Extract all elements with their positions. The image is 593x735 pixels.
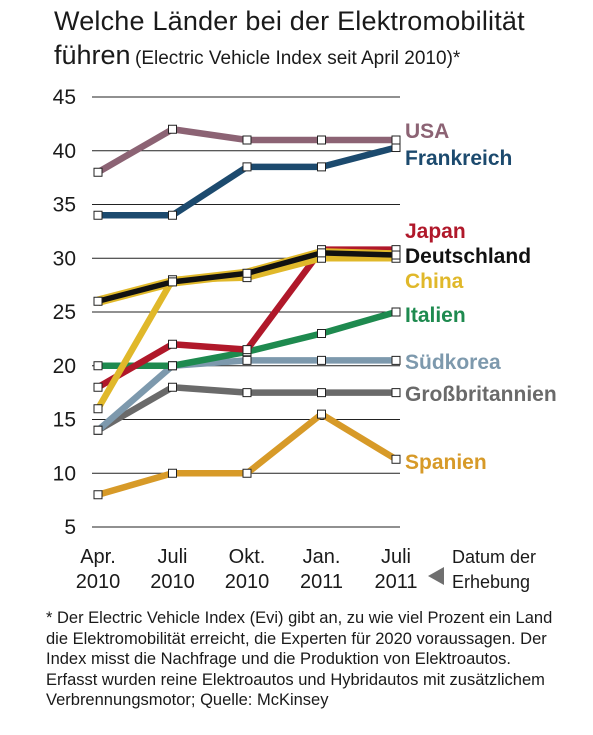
y-tick-label: 10 xyxy=(53,462,76,485)
y-tick-label: 25 xyxy=(53,301,76,324)
data-point-deutschland xyxy=(168,277,177,287)
data-point-deutschland xyxy=(391,250,401,260)
series-line-frankreich xyxy=(98,144,397,219)
x-axis-label: Erhebung xyxy=(452,572,530,592)
y-tick-label: 20 xyxy=(53,355,76,378)
data-point-italien xyxy=(391,307,401,317)
data-point-italien xyxy=(168,361,177,371)
data-point-china xyxy=(93,404,103,414)
line-chart: 5 10 15 20 25 30 35 40 45 Apr. 2010 Juli 2010 Okt. 20… xyxy=(53,86,557,593)
data-point-grossbritannien xyxy=(168,382,177,392)
data-point-suedkorea xyxy=(242,355,252,365)
axis-note-arrow-icon xyxy=(428,567,444,585)
y-tick-label: 45 xyxy=(53,86,76,109)
data-point-suedkorea xyxy=(93,425,103,435)
series-line-spanien xyxy=(97,410,398,498)
data-point-usa xyxy=(242,135,252,145)
y-tick-label: 40 xyxy=(53,140,76,163)
data-point-usa xyxy=(391,135,401,145)
x-tick-label: Juli xyxy=(157,546,187,568)
data-point-frankreich xyxy=(168,210,177,220)
y-axis-ticks: 5 10 15 20 25 30 35 40 45 xyxy=(53,86,76,539)
data-point-usa xyxy=(168,124,177,134)
data-point-usa xyxy=(317,135,326,145)
series-label-china: China xyxy=(405,270,464,293)
x-tick-label: 2010 xyxy=(76,571,121,593)
data-point-spanien xyxy=(242,468,252,478)
data-point-frankreich xyxy=(93,210,103,220)
x-tick-label: 2010 xyxy=(150,571,195,593)
data-point-frankreich xyxy=(242,162,252,172)
x-tick-label: 2011 xyxy=(300,571,343,593)
x-tick-label: Jan. xyxy=(303,546,341,568)
data-point-deutschland xyxy=(317,248,326,258)
data-point-japan xyxy=(168,339,177,349)
data-point-grossbritannien xyxy=(242,388,252,398)
y-tick-label: 30 xyxy=(53,247,76,270)
series-label-italien: Italien xyxy=(405,304,466,327)
footnote: * Der Electric Vehicle Index (Evi) gibt … xyxy=(46,609,553,709)
x-tick-label: 2011 xyxy=(374,571,417,593)
data-point-italien xyxy=(317,329,326,338)
x-tick-label: Okt. xyxy=(229,546,266,568)
data-point-suedkorea xyxy=(391,355,401,365)
x-axis-ticks: Apr. 2010 Juli 2010 Okt. 2010 Jan. 2011 Juli 2011 xyxy=(76,546,418,593)
data-point-italien xyxy=(93,361,103,371)
series-label-grossbritannien: Großbritannien xyxy=(405,383,557,406)
data-point-japan xyxy=(93,382,103,392)
x-axis-note: Datum der Erhebung xyxy=(428,547,536,592)
series-label-deutschland: Deutschland xyxy=(405,245,531,268)
chart-title-line-1: Welche Länder bei der Elektromobilität xyxy=(54,6,525,36)
y-tick-label: 35 xyxy=(53,194,76,217)
series-label-usa: USA xyxy=(405,120,449,143)
series-label-suedkorea: Südkorea xyxy=(405,351,501,374)
chart-title-line-2: führen xyxy=(54,40,131,70)
data-point-grossbritannien xyxy=(317,388,326,398)
series-label-japan: Japan xyxy=(405,220,466,243)
data-point-frankreich xyxy=(317,162,326,172)
x-axis-label: Datum der xyxy=(452,547,536,567)
data-markers xyxy=(93,124,401,500)
data-point-frankreich xyxy=(391,143,401,153)
data-point-grossbritannien xyxy=(391,388,401,398)
y-tick-label: 15 xyxy=(53,409,76,432)
x-tick-label: Juli xyxy=(381,546,411,568)
chart-title-line-2-wrap: führen (Electric Vehicle Index seit Apri… xyxy=(54,40,460,71)
x-tick-label: Apr. xyxy=(80,546,116,568)
data-point-spanien xyxy=(168,468,177,478)
data-point-deutschland xyxy=(242,268,252,278)
data-point-suedkorea xyxy=(317,355,326,365)
chart-subtitle: (Electric Vehicle Index seit April 2010)… xyxy=(135,48,461,69)
data-point-spanien xyxy=(391,454,401,464)
x-tick-label: 2010 xyxy=(225,571,270,593)
series-label-spanien: Spanien xyxy=(405,451,487,474)
data-point-spanien xyxy=(93,490,103,500)
data-point-deutschland xyxy=(93,296,103,306)
data-point-usa xyxy=(93,167,103,177)
y-tick-label: 5 xyxy=(64,516,76,539)
data-point-japan xyxy=(242,345,252,355)
series-label-frankreich: Frankreich xyxy=(405,147,512,170)
data-point-spanien xyxy=(317,409,326,419)
